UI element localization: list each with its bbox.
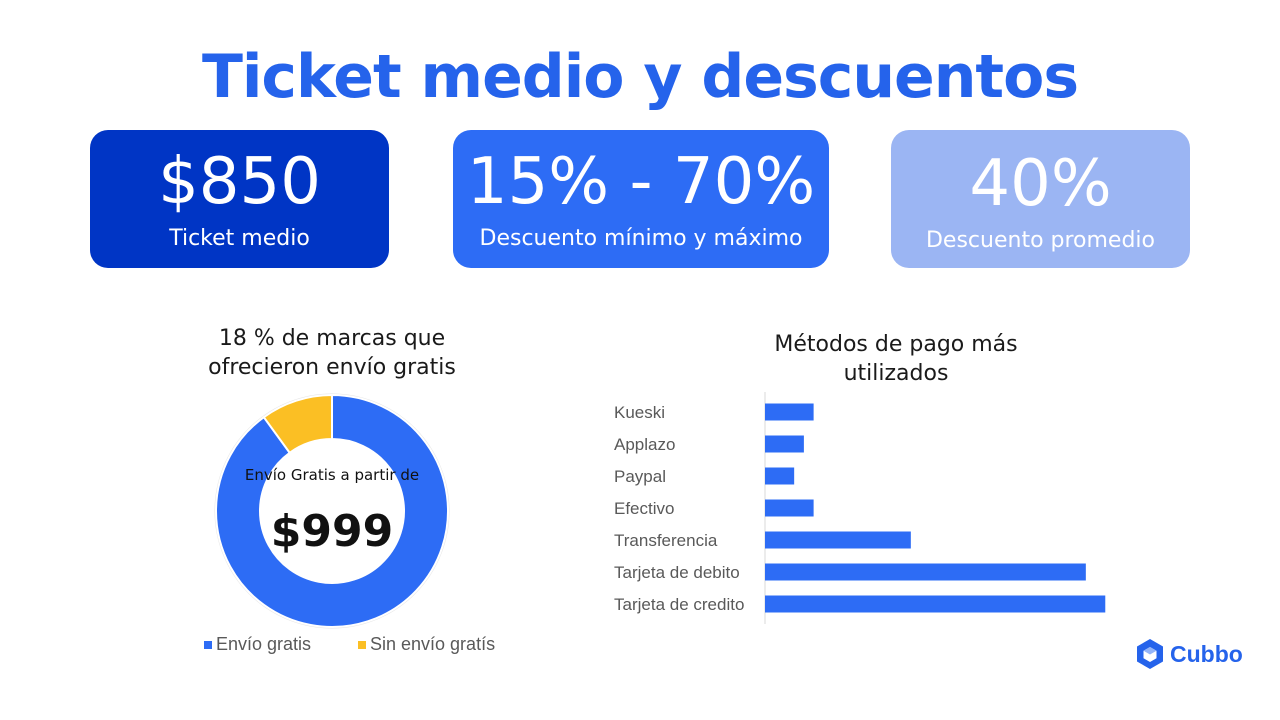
legend-label: Envío gratis bbox=[216, 634, 312, 654]
legend-item-envio-gratis: Envío gratis bbox=[204, 634, 311, 655]
page-title: Ticket medio y descuentos bbox=[201, 42, 1079, 112]
bar-label: Transferencia bbox=[614, 531, 718, 550]
bar bbox=[765, 531, 911, 549]
bar-chart-title: Métodos de pago más utilizados bbox=[774, 332, 1018, 386]
bar-label: Applazo bbox=[614, 435, 675, 454]
kpi-label: Descuento promedio bbox=[925, 228, 1156, 253]
donut-center-value: $999 bbox=[270, 506, 394, 557]
bar bbox=[765, 499, 814, 517]
bar-chart: Kueski Applazo Paypal Efectivo Transferencia… bbox=[614, 392, 1106, 624]
bar bbox=[765, 435, 804, 453]
legend-swatch bbox=[204, 640, 212, 649]
kpi-descuento-min-max: 15% - 70% Descuento mínimo y máximo bbox=[453, 130, 829, 268]
donut-center-caption: Envío Gratis a partir de bbox=[244, 466, 420, 484]
bar-label: Kueski bbox=[614, 403, 665, 422]
bar-label: Paypal bbox=[614, 467, 666, 486]
donut-slice-1 bbox=[262, 393, 333, 455]
bar-label: Tarjeta de credito bbox=[614, 595, 744, 614]
bar bbox=[765, 595, 1106, 613]
bar-label: Tarjeta de debito bbox=[614, 563, 740, 582]
cube-icon bbox=[1137, 639, 1163, 669]
bar bbox=[765, 467, 795, 485]
kpi-ticket-medio: $850 Ticket medio bbox=[90, 130, 389, 268]
bar bbox=[765, 403, 814, 421]
kpi-label: Descuento mínimo y máximo bbox=[479, 226, 803, 251]
kpi-value: $850 bbox=[158, 145, 321, 219]
logo-text: Cubbo bbox=[1170, 640, 1243, 667]
donut-slice-0 bbox=[215, 393, 449, 628]
kpi-value: 15% - 70% bbox=[466, 145, 816, 219]
legend-item-sin-envio: Sin envío gratís bbox=[358, 634, 495, 655]
legend-swatch bbox=[358, 640, 366, 649]
donut-chart bbox=[214, 393, 450, 629]
kpi-value: 40% bbox=[969, 147, 1112, 221]
cubbo-logo: Cubbo bbox=[1136, 638, 1243, 670]
donut-chart-title: 18 % de marcas que ofrecieron envío grat… bbox=[208, 326, 456, 380]
bar-label: Efectivo bbox=[614, 499, 674, 518]
legend-label: Sin envío gratís bbox=[370, 634, 496, 654]
kpi-descuento-promedio: 40% Descuento promedio bbox=[891, 130, 1190, 268]
kpi-label: Ticket medio bbox=[169, 226, 310, 251]
bar bbox=[765, 563, 1086, 581]
